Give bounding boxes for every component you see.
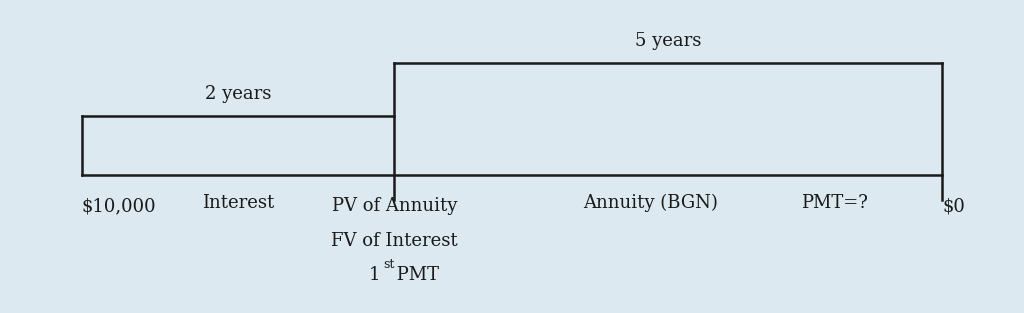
Text: $0: $0 (942, 197, 965, 215)
Text: Interest: Interest (202, 194, 274, 212)
Text: PMT=?: PMT=? (801, 194, 868, 212)
Text: Annuity (BGN): Annuity (BGN) (583, 194, 718, 212)
Text: 2 years: 2 years (205, 85, 271, 103)
Text: PV of Annuity: PV of Annuity (332, 197, 457, 215)
Text: FV of Interest: FV of Interest (331, 232, 458, 250)
Text: PMT: PMT (391, 266, 439, 284)
Text: st: st (383, 258, 394, 271)
Text: 1: 1 (369, 266, 380, 284)
Text: $10,000: $10,000 (82, 197, 157, 215)
Text: 5 years: 5 years (635, 32, 701, 50)
